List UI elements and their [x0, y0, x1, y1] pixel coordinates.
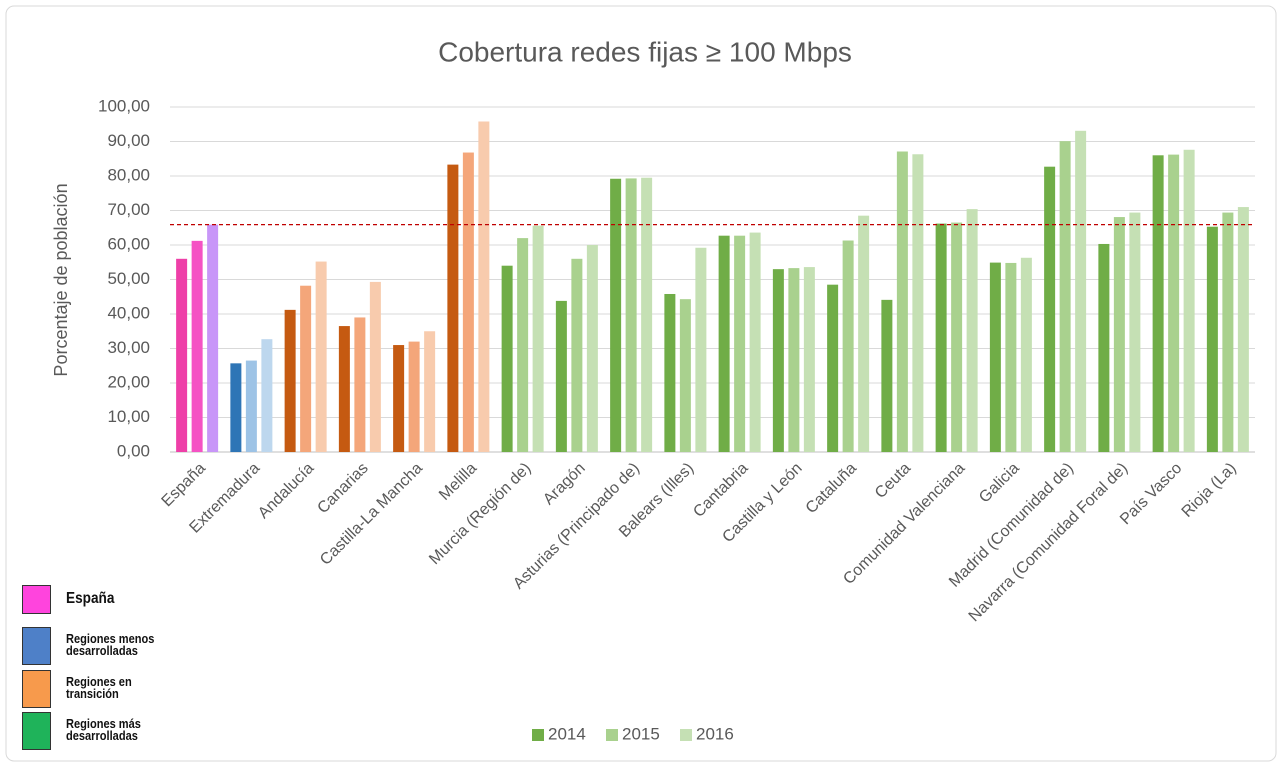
- bar: [230, 363, 242, 452]
- bar: [951, 222, 963, 452]
- bar: [462, 152, 474, 453]
- bar: [571, 258, 583, 452]
- y-tick-label: 70,00: [107, 200, 150, 219]
- legend-label: 2014: [548, 724, 586, 743]
- bar: [338, 326, 350, 452]
- bar: [478, 121, 490, 453]
- bar: [625, 178, 637, 453]
- bar: [842, 240, 854, 452]
- bar: [532, 225, 544, 452]
- bar: [1237, 207, 1249, 452]
- bar: [369, 281, 381, 452]
- bar: [966, 209, 978, 452]
- y-tick-label: 60,00: [107, 234, 150, 253]
- bar: [641, 177, 653, 452]
- y-tick-label: 30,00: [107, 338, 150, 357]
- bar: [912, 154, 924, 452]
- bar: [393, 345, 405, 452]
- bar: [354, 317, 366, 452]
- bar: [1183, 149, 1195, 452]
- group-swatch: [22, 712, 51, 750]
- bar: [664, 293, 676, 452]
- bar: [749, 232, 761, 452]
- y-tick-label: 0,00: [117, 441, 150, 460]
- bar: [1206, 226, 1218, 452]
- legend-swatch: [532, 729, 544, 741]
- y-tick-label: 50,00: [107, 269, 150, 288]
- bar: [501, 265, 513, 452]
- chart-title: Cobertura redes fijas ≥ 100 Mbps: [438, 36, 852, 67]
- bar: [827, 284, 839, 452]
- bar: [284, 309, 296, 452]
- bar: [858, 215, 870, 452]
- group-swatch: [22, 670, 51, 708]
- group-swatch: [22, 627, 51, 665]
- bar: [1075, 130, 1087, 452]
- group-label: Regiones menos desarrolladas: [66, 631, 155, 658]
- bar: [718, 235, 730, 452]
- legend-label: 2015: [622, 724, 660, 743]
- bar: [245, 360, 257, 452]
- legend-swatch: [680, 729, 692, 741]
- bar: [1222, 212, 1234, 452]
- bar: [610, 178, 622, 452]
- bar: [788, 268, 800, 452]
- bar: [1129, 212, 1141, 452]
- legend-swatch: [606, 729, 618, 741]
- bar: [695, 247, 707, 452]
- bar: [1098, 243, 1110, 452]
- y-tick-label: 90,00: [107, 131, 150, 150]
- group-swatch: [22, 585, 51, 614]
- bar: [1059, 141, 1071, 452]
- bar: [176, 258, 188, 452]
- bar: [261, 339, 273, 452]
- bar: [315, 261, 327, 452]
- y-tick-label: 20,00: [107, 372, 150, 391]
- bar: [1152, 155, 1164, 453]
- bar: [1168, 154, 1180, 453]
- group-label: Regiones en transición: [66, 674, 132, 701]
- group-label: España: [66, 590, 115, 607]
- y-axis-label: Porcentaje de población: [51, 183, 71, 376]
- y-tick-label: 10,00: [107, 407, 150, 426]
- bar: [803, 267, 815, 452]
- bar: [772, 269, 784, 452]
- bar: [517, 238, 529, 452]
- bar: [1113, 217, 1125, 452]
- bar: [207, 224, 219, 452]
- bar: [1020, 257, 1032, 452]
- bar: [734, 235, 746, 452]
- bar: [881, 299, 893, 452]
- y-tick-label: 40,00: [107, 303, 150, 322]
- bar: [679, 299, 691, 452]
- bar: [1044, 166, 1056, 452]
- bar: [555, 300, 567, 452]
- bar: [300, 285, 312, 452]
- bar: [408, 341, 420, 452]
- bar: [989, 262, 1001, 452]
- bar: [424, 331, 436, 452]
- y-tick-label: 80,00: [107, 165, 150, 184]
- bar: [447, 164, 459, 453]
- y-tick-label: 100,00: [98, 96, 150, 115]
- bar: [1005, 262, 1017, 452]
- legend-label: 2016: [696, 724, 734, 743]
- bar: [586, 245, 598, 452]
- group-label: Regiones más desarrolladas: [66, 716, 141, 743]
- bar: [935, 223, 947, 452]
- bar: [896, 151, 908, 452]
- bar: [191, 240, 203, 452]
